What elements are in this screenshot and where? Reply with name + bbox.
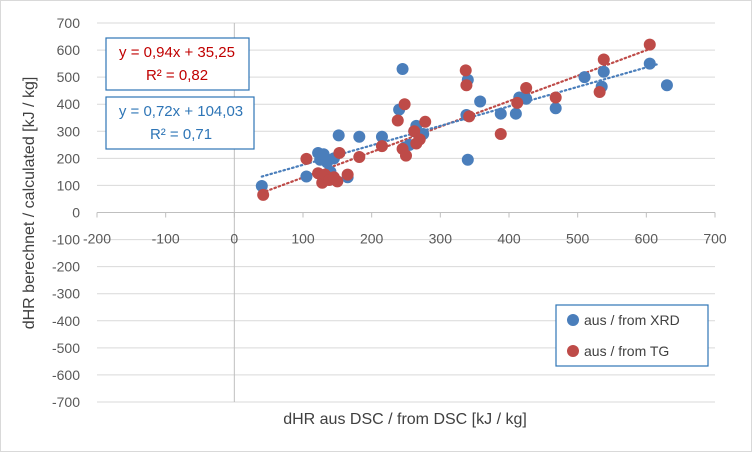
x-tick-label: -200 [83,231,111,247]
equation-xrd: y = 0,72x + 104,03 [119,103,243,120]
data-point-tg [511,96,524,109]
data-point-xrd [509,107,522,120]
data-point-xrd [597,65,610,78]
y-tick-label: 100 [57,177,81,193]
x-tick-label: 700 [703,231,727,247]
data-point-tg [398,98,411,111]
x-tick-label: 0 [230,231,238,247]
y-tick-label: 200 [57,150,81,166]
y-tick-label: -700 [52,394,80,410]
r2-xrd: R² = 0,71 [150,126,212,143]
data-point-xrd [578,71,591,84]
data-point-xrd [332,129,345,142]
y-tick-label: 500 [57,69,81,85]
data-point-tg [460,79,473,92]
trend-annotation-tg: y = 0,94x + 35,25 R² = 0,82 [105,37,250,91]
data-point-tg [459,64,472,77]
data-point-tg [643,38,656,51]
data-point-tg [375,140,388,153]
data-point-tg [400,149,412,162]
y-tick-label: -400 [52,313,80,329]
y-tick-label: 300 [57,123,81,139]
data-point-xrd [396,63,409,76]
data-point-xrd [255,179,268,192]
data-point-xrd [494,107,507,120]
data-point-xrd [549,102,562,115]
data-point-tg [300,152,313,165]
legend-label-tg: aus / from TG [584,343,669,359]
x-axis-title: dHR aus DSC / from DSC [kJ / kg] [283,411,527,428]
data-point-xrd [520,92,533,105]
x-tick-label: -100 [152,231,180,247]
y-tick-label: 400 [57,96,81,112]
y-tick-label: -200 [52,259,80,275]
y-tick-label: 0 [72,205,80,221]
legend-box [555,304,709,367]
data-point-tg [463,110,476,123]
data-point-xrd [375,130,388,143]
grid-lines [97,22,715,403]
equation-tg: y = 0,94x + 35,25 [119,44,235,61]
data-point-xrd [643,57,656,70]
x-tick-label: 300 [429,231,453,247]
legend-marker-tg [567,345,579,357]
y-tick-label: -300 [52,286,80,302]
data-point-tg [419,115,432,128]
x-tick-label: 400 [497,231,521,247]
trend-annotation-xrd: y = 0,72x + 104,03 R² = 0,71 [105,96,255,150]
data-point-tg [413,133,426,146]
data-points [255,38,673,201]
y-tick-label: -100 [52,232,80,248]
data-point-tg [593,86,606,99]
y-tick-label: -600 [52,367,80,383]
y-tick-label: 600 [57,42,81,58]
legend: aus / from XRD aus / from TG [555,304,709,367]
data-point-tg [494,127,507,140]
data-point-tg [333,146,346,159]
x-tick-label: 200 [360,231,384,247]
data-point-tg [353,151,366,164]
tick-labels: 7006005004003002001000-100-200-300-400-5… [52,15,727,410]
data-point-tg [549,91,562,104]
y-tick-label: 700 [57,15,81,31]
data-point-xrd [461,153,474,166]
x-tick-label: 600 [635,231,659,247]
data-point-xrd [660,79,673,92]
x-tick-label: 500 [566,231,590,247]
data-point-tg [341,168,354,181]
annotation-box [105,37,250,91]
x-tick-label: 100 [291,231,315,247]
r2-tg: R² = 0,82 [146,67,208,84]
annotation-box [105,96,255,150]
legend-label-xrd: aus / from XRD [584,312,680,328]
y-tick-label: -500 [52,340,80,356]
data-point-xrd [474,95,487,108]
data-point-xrd [300,170,313,183]
legend-marker-xrd [567,314,579,326]
data-point-tg [597,53,610,66]
data-point-xrd [353,130,366,143]
data-point-tg [520,81,533,94]
data-point-tg [391,114,404,127]
data-point-tg [257,188,270,201]
data-point-tg [331,175,344,188]
y-axis-title: dHR berechnet / calculated [kJ / kg] [21,77,38,330]
